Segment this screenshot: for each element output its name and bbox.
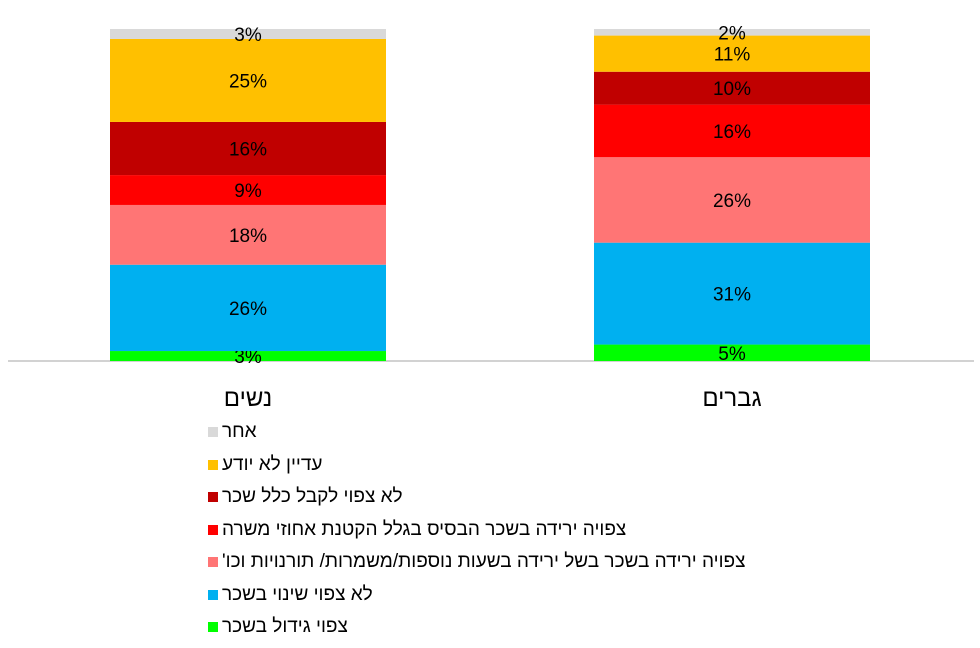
data-label: 11%: [714, 45, 751, 66]
bar-segment: [110, 38, 386, 122]
legend-swatch: [208, 622, 218, 632]
legend-item: צפויה ירידה בשכר בשל ירידה בשעות נוספות/…: [208, 551, 745, 573]
category-label: נשים: [224, 385, 272, 412]
legend-swatch: [208, 524, 218, 535]
stacked-bar-chart: 3% 26% 18% 9% 16% 25% 3% נשים 5% 31% 26% 16% 10% 11%2…: [8, 23, 974, 412]
data-label: 2%: [718, 23, 746, 44]
legend-item: צפוי גידול בשכר: [208, 616, 348, 638]
bar-segment: [594, 344, 870, 361]
data-label: 26%: [713, 191, 751, 212]
data-label: 25%: [229, 71, 267, 92]
legend-swatch: [208, 427, 218, 437]
legend-item: אחר: [208, 421, 257, 443]
legend-label: לא צפוי לקבל כלל שכר: [222, 486, 403, 507]
legend-label: עדיין לא יודע: [222, 453, 323, 475]
legend-label: צפוי גידול בשכר: [222, 616, 348, 637]
legend-item: עדיין לא יודע: [208, 454, 322, 476]
data-label: 3%: [234, 25, 262, 46]
bar-segment: [110, 121, 386, 176]
data-label: 18%: [229, 226, 267, 247]
bar-segment: [594, 157, 870, 243]
legend-swatch: [208, 492, 218, 502]
bar-segment: [594, 71, 870, 105]
legend-swatch: [208, 589, 218, 600]
legend-label: אחר: [222, 421, 257, 442]
bar-segment: [110, 351, 386, 361]
legend-swatch: [208, 557, 218, 567]
bar-segment: [110, 175, 386, 205]
bar-segment: [110, 204, 386, 265]
legend-item: צפויה ירידה בשכר הבסיס בגלל הקטנת אחוזי …: [208, 519, 626, 541]
category-label: גברים: [702, 385, 761, 412]
bar-segment: [594, 35, 870, 72]
bar-segment: [110, 29, 386, 39]
data-label: 16%: [713, 122, 751, 143]
legend-item: לא צפוי שינוי בשכר: [208, 584, 373, 606]
data-label: 10%: [713, 79, 751, 100]
data-label: 5%: [718, 344, 746, 365]
bar-segment: [594, 242, 870, 345]
bar-segment: [594, 104, 870, 158]
data-label: 26%: [229, 299, 267, 320]
legend-label: צפויה ירידה בשכר הבסיס בגלל הקטנת אחוזי …: [222, 518, 627, 540]
legend-item: לא צפוי לקבל כלל שכר: [208, 486, 403, 508]
data-label: 16%: [229, 140, 267, 161]
legend-label: צפויה ירידה בשכר בשל ירידה בשעות נוספות/…: [222, 551, 746, 572]
data-label: 31%: [713, 285, 751, 306]
data-label: 3%: [234, 347, 262, 368]
legend-label: לא צפוי שינוי בשכר: [222, 583, 373, 605]
bar-segment: [594, 29, 870, 36]
bar-segment: [110, 264, 386, 352]
legend-swatch: [208, 459, 218, 470]
data-label: 9%: [234, 181, 262, 202]
